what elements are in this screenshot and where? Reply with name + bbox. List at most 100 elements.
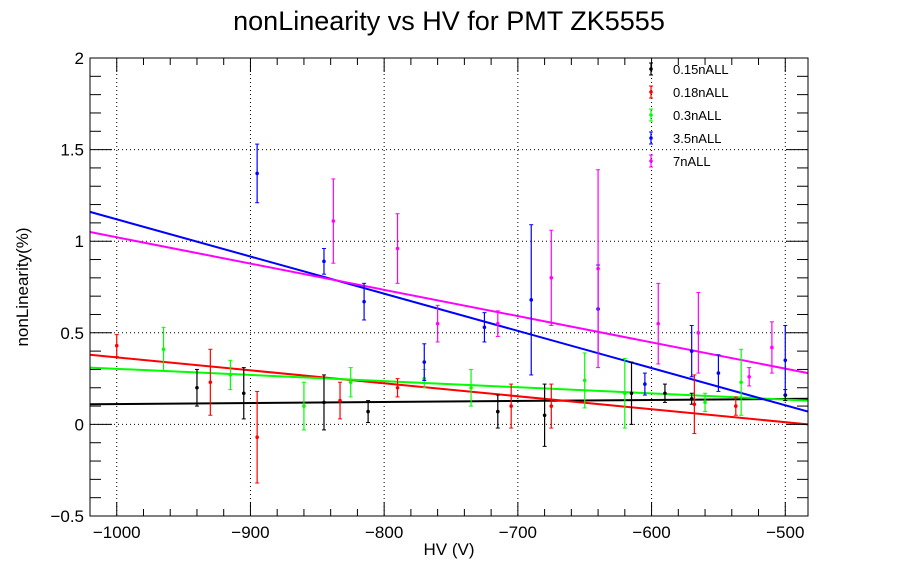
data-point-0.18nALL <box>114 334 119 358</box>
data-point-0.15nALL <box>241 367 246 420</box>
point-marker <box>643 382 647 386</box>
axis-layer: −1000 −900 −800 −700 −600 −500 −0.5 0 0.5 1 1.5 2 <box>50 49 808 542</box>
data-point-0.3nALL <box>622 357 627 429</box>
legend-label: 0.15nALL <box>673 62 729 77</box>
data-point-0.15nALL <box>662 383 667 403</box>
data-point-7nALL <box>747 367 752 387</box>
point-marker <box>582 378 587 383</box>
legend-label: 0.18nALL <box>673 85 729 100</box>
point-marker <box>114 343 119 348</box>
data-point-7nALL <box>596 169 601 369</box>
point-marker <box>435 321 440 326</box>
data-point-3.5nALL <box>255 143 260 204</box>
plot-frame <box>89 57 809 517</box>
point-marker <box>549 276 554 280</box>
point-marker <box>469 385 473 390</box>
point-marker <box>623 391 627 396</box>
data-point-0.15nALL <box>194 368 199 407</box>
point-marker <box>703 400 707 405</box>
point-marker <box>542 413 547 418</box>
data-point-0.3nALL <box>301 381 306 431</box>
point-marker <box>228 373 233 377</box>
legend-entry-3.5nALL: 3.5nALL <box>649 131 721 146</box>
legend-marker <box>649 113 653 117</box>
point-marker <box>362 299 366 304</box>
point-marker <box>255 435 259 440</box>
fit-line-0.15nALL <box>89 397 809 406</box>
data-point-3.5nALL <box>642 372 647 396</box>
fit-line-7nALL <box>89 231 809 375</box>
legend-marker <box>649 159 653 163</box>
point-marker <box>395 385 400 390</box>
data-point-0.3nALL <box>469 368 474 407</box>
point-marker <box>689 349 694 353</box>
x-tick-label: −900 <box>231 523 269 542</box>
data-point-7nALL <box>656 282 661 365</box>
data-point-0.3nALL <box>703 392 708 413</box>
data-point-0.15nALL <box>495 394 500 429</box>
point-marker <box>195 385 199 390</box>
point-marker <box>348 380 353 385</box>
legend-marker <box>649 67 653 71</box>
data-point-0.18nALL <box>395 378 400 398</box>
x-tick-label: −500 <box>766 523 804 542</box>
data-point-0.3nALL <box>161 326 166 372</box>
legend-entry-0.18nALL: 0.18nALL <box>649 85 729 100</box>
data-point-7nALL <box>395 213 400 284</box>
point-marker <box>161 347 166 352</box>
point-marker <box>696 331 701 335</box>
fit-line-0.3nALL <box>89 366 809 402</box>
point-marker <box>596 266 600 271</box>
point-marker <box>331 219 336 223</box>
point-marker <box>509 404 513 408</box>
legend-entry-7nALL: 7nALL <box>649 154 711 169</box>
point-marker <box>338 398 342 403</box>
point-marker <box>656 321 661 326</box>
data-point-7nALL <box>435 304 440 343</box>
legend-label: 0.3nALL <box>673 108 721 123</box>
chart-title: nonLinearity vs HV for PMT ZK5555 <box>233 6 665 36</box>
data-point-3.5nALL <box>482 312 487 343</box>
x-tick-label: −1000 <box>93 523 141 542</box>
point-marker <box>629 391 634 396</box>
point-marker <box>395 246 400 251</box>
y-tick-label: 0.5 <box>60 324 84 343</box>
point-marker <box>302 404 306 408</box>
x-tick-label: −800 <box>365 523 403 542</box>
point-layer <box>114 143 788 484</box>
y-tick-label: −0.5 <box>50 507 84 526</box>
data-point-7nALL <box>769 321 774 374</box>
data-point-0.18nALL <box>208 348 213 416</box>
point-marker <box>322 400 326 405</box>
legend-marker <box>649 90 653 94</box>
y-tick-label: 1 <box>75 232 84 251</box>
data-point-0.15nALL <box>366 400 371 424</box>
data-point-0.15nALL <box>321 374 326 431</box>
fit-line-0.18nALL <box>89 353 809 426</box>
legend-entry-0.15nALL: 0.15nALL <box>649 62 729 77</box>
data-point-7nALL <box>549 229 554 326</box>
data-point-0.18nALL <box>549 383 554 429</box>
data-point-3.5nALL <box>321 248 326 275</box>
point-marker <box>783 358 788 363</box>
data-point-0.3nALL <box>739 348 744 416</box>
data-point-0.3nALL <box>582 352 587 409</box>
data-point-0.15nALL <box>629 361 634 425</box>
legend-marker <box>649 136 653 140</box>
point-marker <box>770 345 774 350</box>
data-point-7nALL <box>495 310 500 337</box>
point-marker <box>663 391 667 396</box>
point-marker <box>716 371 721 375</box>
y-axis-title: nonLinearity(%) <box>13 227 32 346</box>
point-marker <box>255 171 259 176</box>
data-point-3.5nALL <box>689 324 694 378</box>
point-marker <box>208 380 213 385</box>
legend: 0.15nALL 0.18nALL 0.3nALL 3.5nALL 7nALL <box>649 62 729 169</box>
data-point-3.5nALL <box>716 354 721 392</box>
point-marker <box>482 325 487 330</box>
x-axis-title: HV (V) <box>424 540 475 559</box>
data-point-0.18nALL <box>338 381 343 420</box>
data-point-3.5nALL <box>422 343 427 381</box>
data-point-3.5nALL <box>362 282 367 321</box>
point-marker <box>241 391 246 396</box>
